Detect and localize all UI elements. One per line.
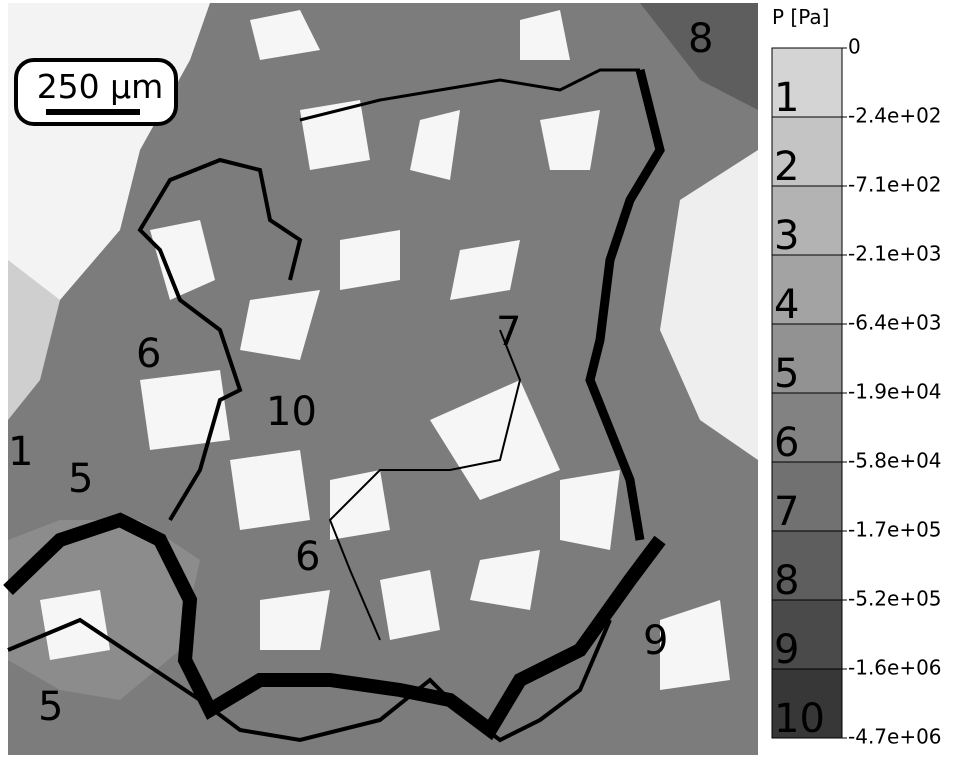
- colorbar-tick-label: -5.2e+05: [848, 587, 942, 611]
- scale-bar-label: 250 µm: [37, 67, 164, 106]
- colorbar-tick-label: -7.1e+02: [848, 173, 942, 197]
- colorbar-tick-label: -1.7e+05: [848, 518, 942, 542]
- region-label: 6: [136, 331, 161, 377]
- colorbar-level-label: 10: [774, 696, 825, 742]
- scale-bar: 250 µm: [16, 60, 176, 124]
- colorbar-level-label: 5: [774, 351, 799, 397]
- region-label: 5: [68, 456, 93, 502]
- colorbar-tick-label: -2.1e+03: [848, 242, 942, 266]
- colorbar-title: P [Pa]: [772, 5, 829, 29]
- region-label: 8: [688, 16, 713, 62]
- colorbar-tick-label: 0: [848, 35, 861, 59]
- region-label: 9: [643, 618, 668, 664]
- colorbar-level-label: 3: [774, 213, 799, 259]
- colorbar-tick-label: -5.8e+04: [848, 449, 942, 473]
- colorbar-level-label: 7: [774, 489, 799, 535]
- region-label: 6: [295, 534, 320, 580]
- colorbar-level-label: 2: [774, 144, 799, 190]
- region-label: 5: [38, 684, 63, 730]
- colorbar-level-label: 4: [774, 282, 799, 328]
- colorbar-tick-label: -2.4e+02: [848, 104, 942, 128]
- region-label: 1: [8, 429, 33, 475]
- colorbar: 1 2 3 4 5 6 7 8 9 10 0 -2.4e+02 -7.1e+02 -2.1e+03 -6.4…: [772, 35, 942, 749]
- colorbar-level-label: 1: [774, 75, 799, 121]
- colorbar-tick-label: -4.7e+06: [848, 725, 942, 749]
- colorbar-tick-label: -1.6e+06: [848, 656, 942, 680]
- figure: 8 6 7 10 1 5 6 9 5 250 µm P [Pa] 1 2 3 4 5 6 7…: [0, 0, 959, 760]
- colorbar-level-label: 9: [774, 627, 799, 673]
- colorbar-tick-label: -6.4e+03: [848, 311, 942, 335]
- colorbar-level-label: 8: [774, 558, 799, 604]
- colorbar-level-label: 6: [774, 420, 799, 466]
- region-label: 7: [496, 309, 521, 355]
- colorbar-tick-label: -1.9e+04: [848, 380, 942, 404]
- region-label: 10: [266, 389, 317, 435]
